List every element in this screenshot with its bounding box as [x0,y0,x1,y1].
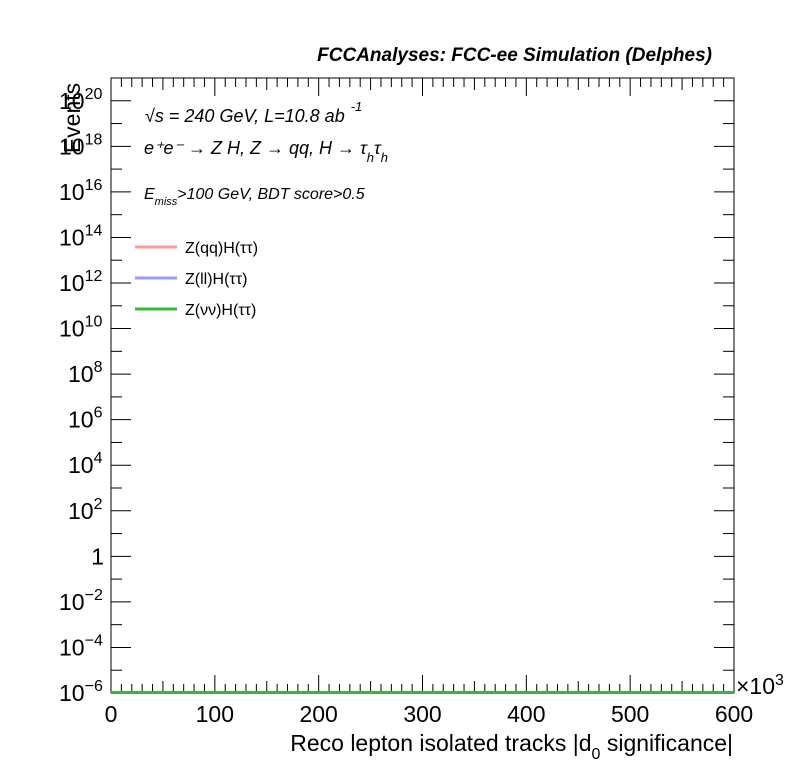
y-tick-label: 1 [91,543,104,569]
energy-annotation: √s = 240 GeV, L=10.8 ab -1 [145,99,362,126]
chart-title: FCCAnalyses: FCC-ee Simulation (Delphes) [317,45,712,66]
y-tick-label: 1020 [59,86,102,114]
y-tick-label: 1014 [59,222,102,250]
x-axis-multiplier: ×103 [736,672,784,699]
x-tick-label: 100 [196,701,234,727]
x-axis-tick-labels: 0 100 200 300 400 500 600 [105,701,754,727]
y-tick-label: 10−6 [59,678,103,706]
y-tick-label: 106 [68,405,103,433]
y-tick-label: 1012 [59,268,102,296]
process-annotation: e⁺e⁻ → Z H, Z → qq, H → τhτh [144,138,388,165]
x-axis-label: Reco lepton isolated tracks |d0 signific… [290,730,733,763]
y-tick-label: 102 [68,496,103,524]
x-tick-label: 500 [611,701,649,727]
x-tick-label: 600 [715,701,753,727]
x-axis-ticks [110,78,735,693]
cut-annotation: Emiss>100 GeV, BDT score>0.5 [144,186,365,208]
y-axis-tick-labels: 10−6 10−4 10−2 1 102 104 106 108 1010 1012 1014 101… [59,86,104,706]
legend: Z(qq)H(ττ) Z(ll)H(ττ) Z(νν)H(ττ) [135,240,258,319]
y-tick-label: 1016 [59,177,102,205]
y-tick-label: 10−4 [59,632,103,660]
y-tick-label: 10−2 [59,587,103,615]
plot-frame [110,77,735,694]
x-tick-label: 400 [507,701,545,727]
legend-label-zll: Z(ll)H(ττ) [185,271,247,288]
y-axis-ticks [111,77,734,694]
y-tick-label: 104 [68,450,103,478]
legend-label-znn: Z(νν)H(ττ) [185,302,256,319]
y-tick-label: 1018 [59,131,102,159]
y-tick-label: 108 [68,359,103,387]
x-tick-label: 0 [105,701,118,727]
x-tick-label: 200 [299,701,337,727]
y-tick-label: 1010 [59,314,102,342]
legend-label-zqq: Z(qq)H(ττ) [185,240,258,257]
x-tick-label: 300 [403,701,441,727]
y-axis-label: Events [59,83,85,153]
